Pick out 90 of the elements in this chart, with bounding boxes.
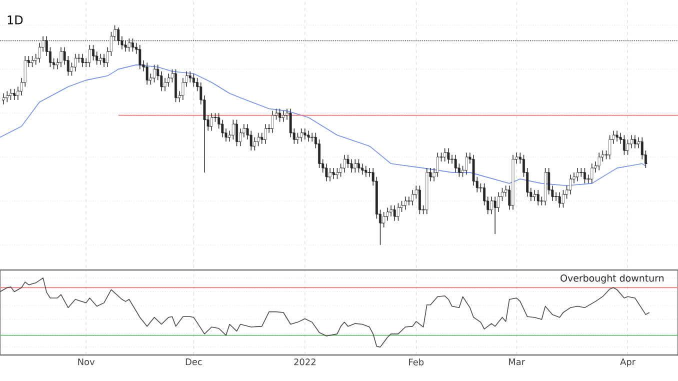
x-tick-label: Dec	[186, 358, 202, 366]
candlestick	[447, 148, 450, 164]
candlestick	[634, 134, 636, 149]
candlestick	[569, 174, 572, 195]
candlestick	[31, 56, 34, 68]
candlestick	[483, 183, 486, 206]
candlestick	[307, 130, 310, 142]
candlestick	[393, 205, 396, 222]
candlestick	[512, 154, 514, 210]
x-tick-label: 2022	[294, 358, 316, 366]
candlestick	[444, 148, 446, 162]
x-tick-label: Mar	[508, 358, 526, 366]
candlestick	[406, 196, 411, 206]
candlestick	[74, 53, 77, 72]
chart-title: 1D	[8, 16, 23, 24]
candlestick	[390, 205, 392, 217]
x-tick-label: Apr	[620, 358, 636, 367]
candlestick	[358, 158, 360, 173]
candlestick	[2, 92, 5, 105]
candlestick	[60, 46, 62, 68]
candlestick	[458, 163, 460, 178]
candlestick	[454, 154, 457, 173]
candlestick	[544, 168, 546, 206]
x-tick-label: Nov	[78, 358, 95, 366]
candlestick	[138, 44, 142, 70]
candlestick	[584, 168, 586, 184]
candlestick	[6, 90, 8, 103]
candlestick	[590, 163, 594, 184]
candlestick	[396, 202, 400, 222]
candlestick	[117, 27, 120, 46]
candlestick	[354, 158, 356, 173]
candlestick	[558, 192, 561, 208]
candlestick	[153, 64, 156, 83]
candlestick	[278, 108, 282, 122]
candlestick	[533, 190, 536, 202]
annotation: Overbought downturn	[560, 274, 664, 284]
candlestick	[236, 119, 238, 146]
candlestick	[271, 110, 274, 134]
candlestick	[296, 132, 299, 144]
candlestick	[164, 78, 166, 92]
candlestick	[210, 112, 213, 132]
candlestick	[404, 196, 407, 210]
x-tick-label: Feb	[409, 358, 424, 366]
candlestick	[192, 73, 195, 88]
candlestick	[562, 190, 564, 208]
candlestick	[350, 158, 353, 173]
candlestick	[253, 136, 256, 151]
candlestick	[282, 110, 285, 122]
candlestick	[99, 53, 102, 66]
candlestick	[608, 134, 612, 160]
candlestick	[418, 185, 421, 215]
candlestick	[616, 130, 618, 142]
candlestick	[257, 132, 260, 146]
candlestick	[598, 152, 600, 171]
candlestick	[264, 124, 267, 144]
candlestick	[465, 152, 468, 176]
candlestick	[188, 71, 192, 83]
candlestick	[242, 124, 246, 138]
candlestick	[328, 168, 332, 182]
candlestick	[300, 128, 303, 142]
candlestick	[102, 53, 106, 68]
candlestick	[88, 44, 91, 68]
candlestick	[128, 38, 130, 52]
candlestick	[426, 168, 428, 215]
candlestick	[132, 38, 134, 52]
candlestick	[81, 53, 84, 68]
candlestick	[436, 152, 439, 178]
candlestick	[340, 163, 342, 178]
candlestick	[622, 134, 626, 156]
candlestick	[146, 62, 148, 85]
candlestick	[304, 128, 306, 140]
candlestick	[361, 163, 364, 176]
candlestick	[536, 190, 540, 206]
candlestick	[343, 154, 346, 173]
candlestick	[124, 40, 127, 52]
candlestick	[13, 88, 16, 100]
candlestick	[332, 168, 335, 180]
candlestick	[167, 73, 170, 88]
candlestick	[576, 168, 579, 182]
candlestick	[494, 196, 496, 234]
candlestick	[626, 139, 630, 156]
candlestick	[174, 68, 178, 103]
candlestick	[364, 165, 368, 178]
candlestick	[10, 88, 12, 100]
candlestick	[601, 150, 604, 162]
candlestick	[325, 163, 328, 182]
candlestick	[368, 168, 372, 178]
candlestick	[336, 168, 338, 180]
candlestick	[411, 190, 414, 206]
candlestick	[346, 154, 350, 168]
